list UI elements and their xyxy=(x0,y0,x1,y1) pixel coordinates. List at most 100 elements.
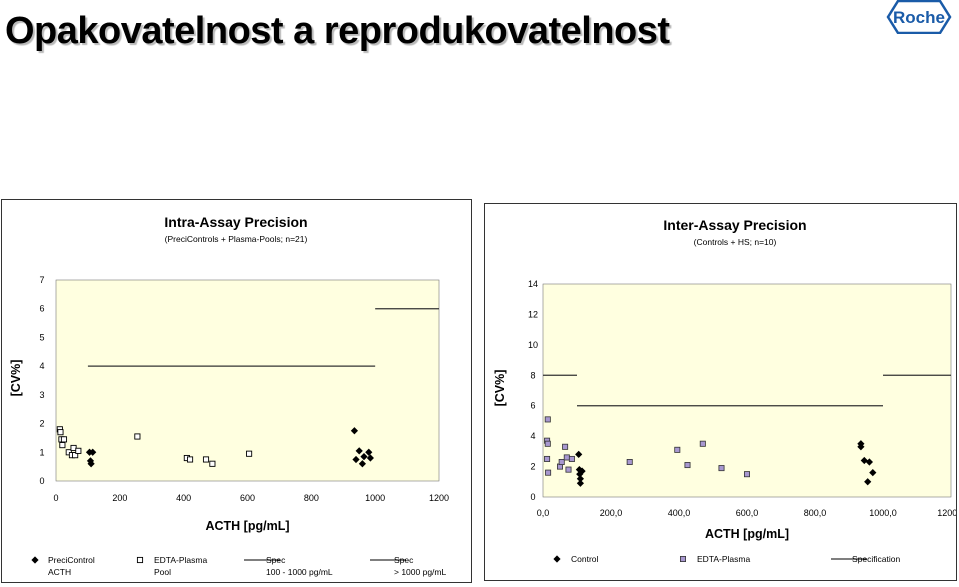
data-point xyxy=(558,459,565,466)
data-point xyxy=(674,446,681,453)
y-tick-label: 4 xyxy=(39,361,44,371)
y-axis-label: [CV%] xyxy=(9,360,23,397)
data-point xyxy=(352,455,360,464)
legend-label: Spec xyxy=(266,555,286,565)
x-axis-label: ACTH [pg/mL] xyxy=(705,527,789,541)
data-point xyxy=(626,459,633,466)
data-point xyxy=(699,440,706,447)
intra-assay-chart: Intra-Assay Precision (PreciControls + Pl… xyxy=(9,214,449,577)
logo-text: Roche xyxy=(893,8,945,27)
data-point xyxy=(562,443,569,450)
legend-label: Control xyxy=(571,554,599,564)
intra-assay-chart-panel: Intra-Assay Precision (PreciControls + Pl… xyxy=(1,199,472,583)
data-point xyxy=(60,436,68,443)
y-tick-label: 8 xyxy=(530,370,535,380)
legend-label: Specification xyxy=(852,554,900,564)
x-tick-label: 1200,0 xyxy=(937,508,956,518)
x-tick-label: 200,0 xyxy=(600,508,623,518)
data-point xyxy=(544,416,551,423)
legend-label: PreciControl xyxy=(48,555,95,565)
legend-label: EDTA-Plasma xyxy=(154,555,207,565)
x-tick-label: 200 xyxy=(112,493,127,503)
plot-area xyxy=(542,283,952,498)
chart-title: Inter-Assay Precision xyxy=(663,217,806,233)
data-point xyxy=(718,465,725,472)
x-tick-label: 600 xyxy=(240,493,255,503)
inter-assay-chart: Inter-Assay Precision (Controls + HS; n=1… xyxy=(493,217,959,564)
legend-label: 100 - 1000 pg/mL xyxy=(266,567,333,577)
page-title: Opakovatelnost a reprodukovatelnost xyxy=(5,10,670,52)
data-point xyxy=(860,456,868,465)
y-tick-label: 0 xyxy=(530,492,535,502)
data-point xyxy=(134,433,141,440)
data-point xyxy=(544,455,551,462)
data-point xyxy=(186,456,194,463)
data-point xyxy=(869,469,877,477)
data-point xyxy=(568,455,575,462)
y-tick-label: 6 xyxy=(39,304,44,314)
x-tick-label: 1000,0 xyxy=(869,508,897,518)
x-tick-label: 800 xyxy=(304,493,319,503)
y-axis-label: [CV%] xyxy=(493,370,507,407)
legend-label: ACTH xyxy=(48,567,71,577)
data-point xyxy=(59,442,66,449)
data-point xyxy=(545,469,552,476)
legend-marker xyxy=(136,556,144,564)
legend-marker xyxy=(679,555,686,562)
y-tick-label: 3 xyxy=(39,390,44,400)
plot-area xyxy=(55,279,440,482)
legend-marker xyxy=(31,556,39,564)
y-tick-label: 2 xyxy=(39,419,44,429)
data-point xyxy=(57,429,64,436)
x-tick-label: 1200 xyxy=(429,493,449,503)
x-tick-label: 600,0 xyxy=(736,508,759,518)
data-point xyxy=(865,458,873,466)
data-point xyxy=(350,427,359,435)
y-tick-label: 4 xyxy=(530,431,535,441)
data-point xyxy=(366,454,374,462)
x-tick-label: 400 xyxy=(176,493,191,503)
data-point xyxy=(684,462,691,469)
legend-label: Spec xyxy=(394,555,414,565)
legend-marker xyxy=(553,555,561,563)
data-point xyxy=(72,452,79,459)
chart-title: Intra-Assay Precision xyxy=(164,214,307,230)
legend-label: Pool xyxy=(154,567,171,577)
y-tick-label: 1 xyxy=(39,447,44,457)
x-tick-label: 0,0 xyxy=(537,508,550,518)
logo-hexagon xyxy=(886,0,952,35)
y-tick-label: 6 xyxy=(530,401,535,411)
y-tick-label: 12 xyxy=(528,309,538,319)
data-point xyxy=(209,460,216,467)
legend-label: > 1000 pg/mL xyxy=(394,567,446,577)
chart-subtitle: (PreciControls + Plasma-Pools; n=21) xyxy=(165,234,308,244)
y-tick-label: 14 xyxy=(528,279,538,289)
x-axis-label: ACTH [pg/mL] xyxy=(205,519,289,533)
data-point xyxy=(358,460,366,468)
data-point xyxy=(202,456,210,463)
data-point xyxy=(75,447,82,454)
x-tick-label: 1000 xyxy=(365,493,385,503)
y-tick-label: 7 xyxy=(39,275,44,285)
legend-label: EDTA-Plasma xyxy=(697,554,750,564)
data-point xyxy=(565,466,572,473)
chart-subtitle: (Controls + HS; n=10) xyxy=(694,237,777,247)
y-tick-label: 2 xyxy=(530,462,535,472)
data-point xyxy=(365,448,373,456)
data-point xyxy=(576,470,584,478)
inter-assay-chart-panel: Inter-Assay Precision (Controls + HS; n=1… xyxy=(484,203,959,581)
data-point xyxy=(575,466,583,474)
data-point xyxy=(578,467,586,475)
x-tick-label: 400,0 xyxy=(668,508,691,518)
x-tick-label: 800,0 xyxy=(804,508,827,518)
y-tick-label: 5 xyxy=(39,332,44,342)
x-tick-label: 0 xyxy=(53,493,58,503)
y-tick-label: 10 xyxy=(528,340,538,350)
roche-logo: Roche xyxy=(886,0,952,39)
data-point xyxy=(743,471,750,478)
data-point xyxy=(544,440,551,447)
y-tick-label: 0 xyxy=(39,476,44,486)
data-point xyxy=(246,450,253,457)
data-point xyxy=(857,440,865,448)
data-point xyxy=(87,460,95,468)
